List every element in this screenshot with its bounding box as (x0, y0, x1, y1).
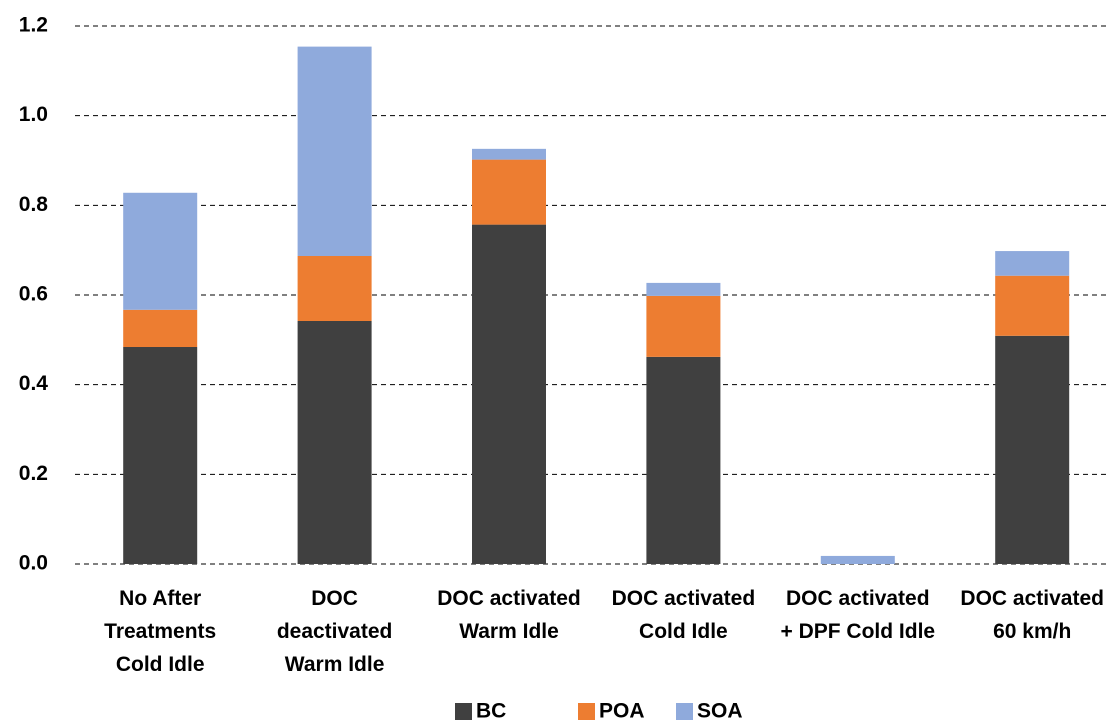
y-tick-label: 1.2 (19, 14, 48, 37)
legend-label: SOA (697, 700, 743, 723)
x-tick-label: No After Treatments Cold Idle (104, 587, 217, 676)
bar-segment (123, 347, 198, 564)
bar-segment (123, 309, 198, 348)
x-tick-label: DOC activated 60 km/h (960, 587, 1104, 643)
bar-segment (472, 224, 546, 564)
legend-label: POA (599, 700, 645, 723)
bar-segment (297, 46, 372, 256)
bar-segment (646, 295, 721, 357)
x-tick-label: DOC activated + DPF Cold Idle (780, 587, 936, 643)
y-tick-label: 0.4 (19, 372, 49, 395)
bar-segment (297, 321, 372, 564)
bar-segment (297, 255, 372, 322)
bar-segment (646, 282, 721, 296)
y-tick-label: 0.6 (19, 283, 48, 306)
y-tick-label: 0.0 (19, 552, 48, 575)
bar-segment (646, 356, 721, 564)
x-tick-label: DOC deactivated Warm Idle (276, 587, 393, 676)
y-tick-label: 1.0 (19, 103, 48, 126)
bar-segment (995, 251, 1070, 276)
bar-segment (995, 275, 1070, 336)
x-tick-label: DOC activated Cold Idle (611, 587, 756, 643)
y-tick-label: 0.8 (19, 193, 49, 216)
bar-segment (472, 148, 546, 160)
x-tick-label: DOC activated Warm Idle (437, 587, 581, 643)
bar-segment (820, 555, 895, 564)
bar-segment (123, 192, 198, 310)
bar-segment (472, 159, 546, 225)
legend-swatch (455, 703, 472, 720)
y-tick-label: 0.2 (19, 462, 48, 485)
legend-swatch (676, 703, 693, 720)
bar-segment (995, 335, 1070, 564)
legend-swatch (578, 703, 595, 720)
legend-label: BC (476, 700, 506, 723)
